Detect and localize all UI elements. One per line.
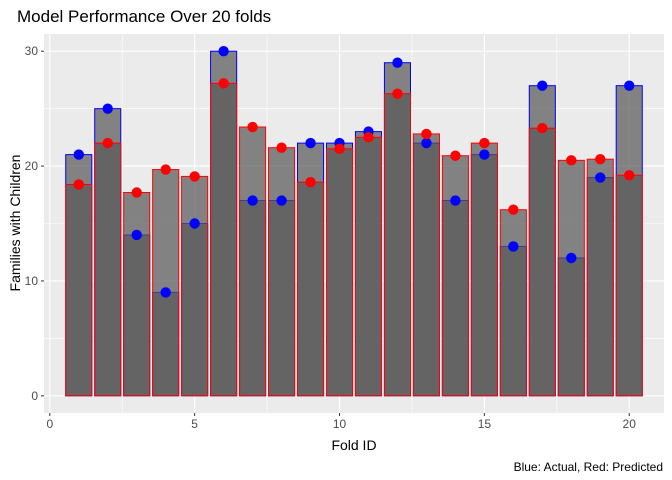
- actual-point: [624, 80, 635, 91]
- predicted-bar: [65, 183, 93, 397]
- predicted-point: [508, 204, 519, 215]
- predicted-bar: [499, 209, 527, 397]
- actual-point: [537, 80, 548, 91]
- actual-point: [102, 103, 113, 114]
- actual-point: [392, 57, 403, 68]
- y-tick-label: 30: [25, 44, 39, 58]
- predicted-point: [131, 187, 142, 198]
- predicted-bar: [354, 136, 383, 397]
- predicted-bar: [615, 174, 643, 397]
- actual-point: [189, 218, 200, 229]
- predicted-point: [334, 143, 345, 155]
- predicted-point: [450, 150, 461, 161]
- actual-point: [508, 241, 519, 252]
- predicted-point: [160, 164, 171, 175]
- predicted-point: [247, 121, 258, 133]
- actual-point: [73, 149, 84, 160]
- predicted-bar: [441, 155, 469, 397]
- y-tick-label: 0: [31, 389, 38, 403]
- predicted-point: [218, 78, 229, 89]
- predicted-point: [102, 137, 113, 149]
- predicted-point: [189, 171, 200, 182]
- predicted-bar: [557, 159, 585, 397]
- actual-point: [305, 137, 316, 149]
- x-tick-label: 10: [333, 417, 347, 431]
- actual-points: [73, 46, 635, 298]
- actual-point: [131, 229, 142, 241]
- y-tick-label: 20: [25, 159, 39, 173]
- x-tick-label: 20: [623, 417, 637, 431]
- predicted-point: [537, 122, 548, 134]
- predicted-bars: [65, 82, 643, 397]
- actual-point: [479, 149, 490, 160]
- predicted-point: [421, 128, 432, 140]
- predicted-point: [479, 137, 490, 149]
- x-tick-label: 0: [46, 417, 53, 431]
- y-tick-label: 10: [25, 274, 39, 288]
- predicted-bar: [239, 126, 267, 397]
- predicted-bar: [528, 127, 556, 397]
- predicted-point: [595, 153, 606, 165]
- predicted-point: [566, 155, 577, 166]
- predicted-bar: [412, 133, 440, 397]
- x-axis-title: Fold ID: [331, 437, 376, 453]
- chart-caption: Blue: Actual, Red: Predicted: [514, 460, 663, 474]
- predicted-point: [363, 132, 374, 143]
- predicted-bar: [181, 175, 209, 397]
- predicted-bar: [586, 158, 614, 397]
- predicted-point: [305, 176, 316, 188]
- predicted-point: [73, 179, 84, 190]
- predicted-bar: [297, 181, 325, 397]
- predicted-point: [624, 170, 635, 181]
- predicted-bar: [470, 142, 498, 397]
- actual-point: [276, 195, 287, 206]
- chart-title: Model Performance Over 20 folds: [17, 7, 271, 26]
- predicted-bar: [268, 147, 296, 397]
- actual-point: [566, 252, 577, 264]
- actual-point: [421, 137, 432, 149]
- actual-point: [160, 287, 171, 298]
- x-tick-label: 5: [191, 417, 198, 431]
- predicted-points: [73, 78, 635, 215]
- x-tick-label: 15: [478, 417, 492, 431]
- y-axis-ticks: 0 10 20 30: [25, 44, 44, 403]
- predicted-bar: [152, 169, 180, 397]
- predicted-bar: [383, 93, 411, 397]
- predicted-bar: [123, 191, 151, 397]
- y-axis-title: Families with Children: [7, 155, 23, 292]
- predicted-bar: [325, 148, 354, 397]
- actual-point: [450, 195, 461, 206]
- predicted-bar: [210, 82, 238, 397]
- predicted-point: [276, 142, 287, 153]
- actual-point: [595, 172, 606, 183]
- x-axis-ticks: 0 5 10 15 20: [46, 413, 636, 431]
- predicted-bar: [94, 142, 122, 397]
- actual-point: [247, 195, 258, 206]
- predicted-point: [392, 88, 403, 99]
- actual-point: [218, 46, 229, 57]
